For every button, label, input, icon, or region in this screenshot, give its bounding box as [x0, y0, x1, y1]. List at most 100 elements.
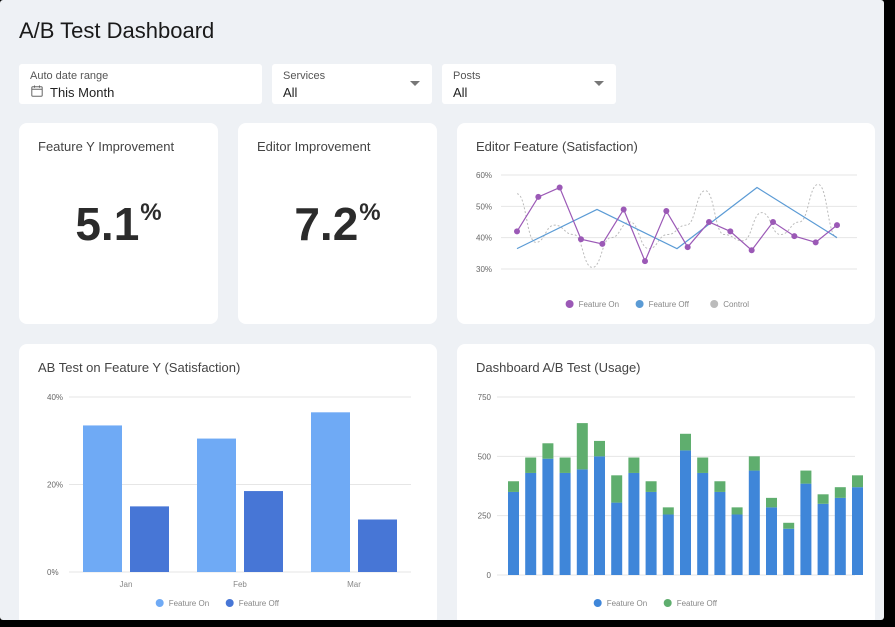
bar-feature-on [542, 458, 554, 575]
y-tick-label: 0 [487, 571, 492, 580]
bar-feature-off [594, 440, 605, 457]
legend-label: Feature On [607, 599, 647, 608]
filter-value: All [283, 85, 298, 100]
card-title: Editor Improvement [257, 139, 371, 154]
data-point [834, 222, 840, 229]
editor-feature-chart-card: Editor Feature (Satisfaction) 60% 50% 40% 3… [457, 123, 875, 324]
x-tick-label: Jan [120, 580, 133, 589]
bar [197, 438, 236, 572]
y-tick-label: 500 [478, 452, 492, 461]
data-point [748, 247, 755, 254]
series-line-feature-off [516, 186, 838, 250]
ab-test-bar-chart: 40% 20% 0% Jan Feb Mar Feature On Feature Off [47, 393, 411, 608]
data-point [620, 206, 627, 213]
bar-feature-on [697, 472, 709, 575]
bar-feature-off [834, 487, 846, 498]
usage-stacked-bar-chart: 750 500 250 0 Feature On Feature Off [478, 393, 863, 608]
bar-feature-on [731, 514, 743, 575]
legend-marker [710, 300, 719, 308]
legend-label: Feature On [169, 599, 209, 608]
data-point [556, 184, 563, 191]
data-point [684, 244, 691, 251]
data-point [642, 258, 648, 265]
bar-feature-on [800, 483, 812, 575]
services-filter[interactable]: Services All [272, 64, 432, 104]
dashboard-window: A/B Test Dashboard Auto date range This … [0, 0, 884, 620]
bar-feature-on [525, 472, 537, 575]
data-point [706, 219, 712, 225]
bar-feature-on [508, 491, 519, 575]
bar-feature-on [714, 491, 726, 575]
legend-label: Feature Off [239, 599, 280, 608]
bar-feature-off [645, 481, 657, 492]
legend-marker [593, 599, 602, 607]
bar-feature-off [525, 457, 537, 473]
bar [358, 519, 397, 572]
chevron-down-icon[interactable] [594, 81, 604, 86]
data-point [599, 240, 606, 247]
chevron-down-icon[interactable] [410, 81, 420, 86]
legend-label: Feature Off [649, 300, 690, 309]
bar-feature-on [817, 503, 829, 575]
filter-value: All [453, 85, 468, 100]
bar-feature-off [766, 497, 777, 508]
bar-feature-on [834, 497, 846, 575]
bar-feature-on [662, 514, 674, 575]
bar-feature-on [783, 528, 795, 575]
filter-label: Posts [453, 70, 481, 82]
filter-label: Auto date range [30, 70, 109, 82]
bar-feature-on [645, 491, 657, 575]
bar [83, 425, 122, 572]
x-tick-label: Mar [347, 580, 361, 589]
bar-feature-off [714, 481, 726, 492]
bar-feature-off [680, 433, 691, 451]
bar-feature-on [611, 502, 623, 575]
bar-feature-off [852, 475, 863, 488]
date-range-filter[interactable]: Auto date range This Month [19, 64, 262, 104]
legend-label: Feature Off [677, 599, 718, 608]
legend-marker [663, 599, 672, 607]
bar-feature-off [731, 507, 743, 515]
data-point [727, 228, 734, 235]
bar-feature-off [611, 475, 623, 503]
bar-feature-on [852, 487, 863, 575]
kpi-card-editor: Editor Improvement 7.2% [238, 123, 437, 324]
bar-feature-off [576, 423, 588, 470]
bar-feature-off [748, 456, 760, 471]
kpi-value: 7.2% [294, 198, 381, 250]
card-title: AB Test on Feature Y (Satisfaction) [38, 360, 241, 375]
bar-feature-on [628, 472, 640, 575]
bar-feature-on [766, 507, 777, 575]
editor-feature-line-chart: 60% 50% 40% 30% Feature On Feature Off Control [476, 171, 857, 309]
bar-feature-off [508, 481, 519, 492]
y-tick-label: 20% [47, 481, 63, 490]
legend-marker [155, 599, 164, 607]
y-tick-label: 30% [476, 265, 492, 274]
y-tick-label: 50% [476, 202, 492, 211]
ab-test-chart-card: AB Test on Feature Y (Satisfaction) 40% 2… [19, 344, 437, 620]
data-point [770, 219, 776, 225]
kpi-value: 5.1% [75, 198, 162, 250]
data-point [514, 228, 520, 235]
bar-feature-off [697, 457, 709, 473]
data-point [791, 233, 798, 240]
calendar-icon [31, 85, 43, 97]
x-tick-label: Feb [233, 580, 247, 589]
y-tick-label: 250 [478, 512, 492, 521]
posts-filter[interactable]: Posts All [442, 64, 616, 104]
legend-marker [225, 599, 234, 607]
bar-feature-on [576, 469, 588, 575]
legend-marker [565, 300, 574, 308]
series-line-feature-on [516, 186, 838, 263]
legend-label: Feature On [579, 300, 619, 309]
bar-feature-off [628, 457, 640, 473]
bar [130, 506, 169, 572]
bar-feature-off [542, 443, 554, 459]
y-tick-label: 40% [476, 234, 492, 243]
bar-feature-on [594, 456, 605, 575]
legend-label: Control [723, 300, 749, 309]
filter-label: Services [283, 70, 326, 82]
filter-value: This Month [50, 85, 115, 100]
kpi-unit: % [359, 199, 381, 226]
card-title: Editor Feature (Satisfaction) [476, 139, 638, 154]
